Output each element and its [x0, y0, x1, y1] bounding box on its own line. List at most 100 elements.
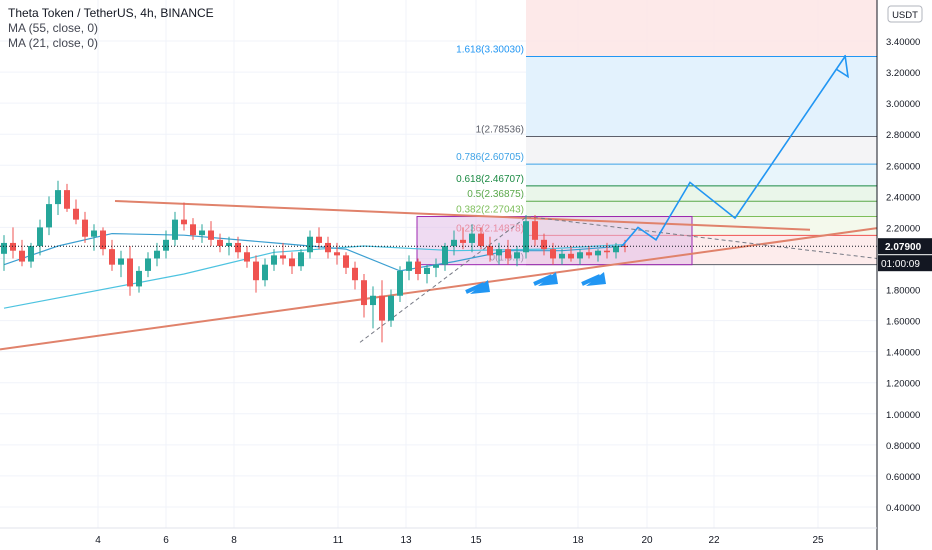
candle-body — [262, 264, 268, 281]
candle-body — [460, 239, 466, 243]
currency-badge-label: USDT — [892, 10, 918, 21]
candle-body — [361, 280, 367, 306]
candle-body — [406, 261, 412, 271]
candle-body — [136, 270, 142, 287]
price-tick-label: 1.80000 — [886, 286, 920, 297]
candle-body — [37, 227, 43, 247]
time-axis[interactable]: 4 6 8 11 13 15 18 20 22 25 — [0, 527, 877, 546]
price-tick-label: 0.60000 — [886, 472, 920, 483]
candle-body — [190, 224, 196, 236]
candle-body — [154, 250, 160, 259]
countdown-label: 01:00:09 — [881, 259, 920, 270]
candle-body — [271, 255, 277, 265]
price-axis[interactable]: 3.40000 3.20000 3.00000 2.80000 2.60000 2.400… — [876, 0, 932, 550]
projection-line — [621, 56, 846, 247]
price-tick-label: 1.60000 — [886, 317, 920, 328]
countdown-badge — [878, 255, 932, 272]
price-tick-label: 0.80000 — [886, 441, 920, 452]
candlesticks — [0, 180, 877, 343]
candle-body — [199, 230, 205, 236]
ma21-legend[interactable]: MA (21, close, 0) — [8, 36, 99, 50]
fib-label: 0.5(2.36875) — [467, 189, 524, 200]
time-tick-label: 18 — [572, 535, 584, 546]
candle-body — [208, 230, 214, 240]
candle-body — [172, 219, 178, 240]
candle-body — [586, 252, 592, 256]
candle-body — [532, 221, 538, 240]
time-tick-label: 4 — [95, 535, 101, 546]
candle-body — [496, 249, 502, 256]
price-tick-label: 3.00000 — [886, 99, 920, 110]
symbol-title[interactable]: Theta Token / TetherUS, 4h, BINANCE — [8, 6, 214, 20]
candle-body — [550, 249, 556, 259]
fib-label: 1.618(3.30030) — [456, 44, 524, 55]
time-tick-label: 11 — [333, 535, 344, 546]
time-tick-label: 25 — [812, 535, 824, 546]
candle-body — [307, 236, 313, 253]
candle-body — [352, 267, 358, 281]
candle-body — [73, 208, 79, 220]
price-tick-label: 1.20000 — [886, 379, 920, 390]
time-tick-label: 8 — [231, 535, 237, 546]
fib-label: 1(2.78536) — [476, 124, 524, 135]
candle-body — [1, 242, 7, 254]
candle-body — [100, 230, 106, 250]
fib-label: 0.382(2.27043) — [456, 204, 524, 215]
candle-body — [604, 250, 610, 253]
price-tick-label: 2.40000 — [886, 192, 920, 203]
time-tick-label: 13 — [400, 535, 412, 546]
candle-body — [523, 221, 529, 253]
ascending-trendline — [0, 227, 878, 351]
last-price-label: 2.07900 — [885, 242, 922, 253]
candle-body — [244, 252, 250, 262]
candle-body — [145, 258, 151, 271]
price-tick-label: 1.40000 — [886, 348, 920, 359]
candle-body — [613, 246, 619, 253]
candle-body — [433, 264, 439, 268]
candle-body — [19, 250, 25, 262]
fib-label: 0.786(2.60705) — [456, 152, 524, 163]
candle-body — [541, 239, 547, 250]
candle-body — [442, 246, 448, 265]
candle-body — [325, 242, 331, 253]
candle-body — [280, 255, 286, 259]
time-tick-label: 6 — [163, 535, 169, 546]
price-tick-label: 2.20000 — [886, 223, 920, 234]
candle-body — [397, 270, 403, 296]
candle-body — [181, 219, 187, 225]
candle-body — [469, 233, 475, 243]
price-axis-bg — [877, 0, 932, 550]
candle-body — [370, 295, 376, 306]
candle-body — [298, 252, 304, 267]
zone-top — [526, 0, 877, 57]
candle-body — [217, 239, 223, 247]
candle-body — [28, 246, 34, 262]
candle-body — [109, 249, 115, 265]
currency-badge — [887, 5, 923, 23]
candle-body — [316, 236, 322, 243]
price-tick-label: 1.00000 — [886, 410, 920, 421]
candle-body — [127, 258, 133, 287]
support-arrow-shaft — [533, 274, 553, 286]
support-arrows — [465, 272, 606, 294]
candle-body — [577, 252, 583, 259]
price-tick-label: 2.80000 — [886, 130, 920, 141]
candle-body — [235, 242, 241, 253]
fib-anchor-line-2 — [526, 216, 878, 259]
candle-body — [118, 258, 124, 265]
time-tick-label: 15 — [470, 535, 482, 546]
candle-body — [388, 295, 394, 321]
projection-path — [621, 54, 850, 247]
candle-body — [343, 255, 349, 268]
candle-body — [226, 242, 232, 247]
candle-body — [82, 219, 88, 237]
zone-1618 — [526, 56, 877, 137]
descending-trendline — [114, 199, 811, 231]
candle-body — [253, 261, 259, 281]
ma55-legend[interactable]: MA (55, close, 0) — [8, 21, 99, 35]
candle-body — [505, 249, 511, 259]
price-tick-label: 0.40000 — [886, 503, 920, 514]
fib-label: 0.618(2.46707) — [456, 174, 524, 185]
support-arrow-shaft — [465, 282, 485, 294]
